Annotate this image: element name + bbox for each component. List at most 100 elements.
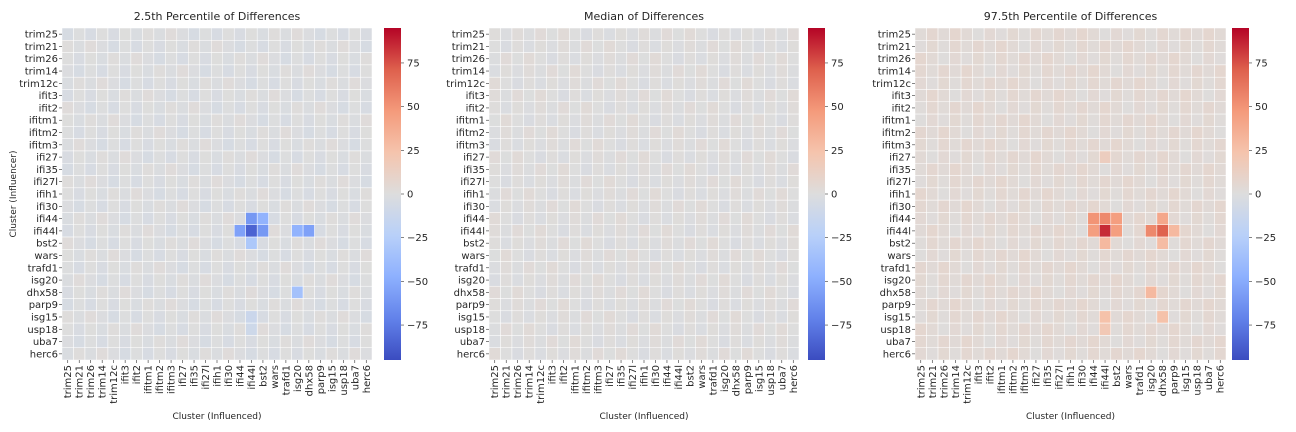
heatmap-cell [1029, 212, 1042, 225]
heatmap-cell [96, 310, 109, 324]
heatmap-cell [557, 335, 570, 348]
heatmap-cell [949, 347, 962, 361]
heatmap-cell [649, 322, 662, 336]
heatmap-cell [592, 150, 605, 164]
heatmap-cell [500, 138, 513, 152]
heatmap-cell [683, 236, 696, 250]
heatmap-cell [176, 89, 189, 103]
heatmap-cell [1052, 249, 1065, 262]
heatmap-cell [1122, 236, 1135, 250]
heatmap-cell [360, 138, 373, 152]
heatmap-cell [291, 101, 304, 115]
chart-title: Median of Differences [584, 10, 704, 23]
heatmap-cell [914, 138, 927, 152]
heatmap-cell [1191, 113, 1204, 127]
heatmap-cell [775, 212, 788, 225]
heatmap-cell [695, 285, 708, 299]
heatmap-cell [683, 89, 696, 103]
heatmap-cell [268, 76, 281, 90]
heatmap-cell [1133, 261, 1146, 275]
heatmap-cell [752, 187, 765, 201]
heatmap-cell [1076, 64, 1089, 78]
heatmap-cell [787, 76, 800, 90]
heatmap-cell [142, 76, 155, 90]
x-tick-label: isg15 [754, 365, 765, 392]
x-tick-label: isg15 [327, 365, 338, 392]
heatmap-cell [1122, 298, 1135, 312]
heatmap-cell [1099, 52, 1112, 66]
colorbar-tick-label: −25 [1255, 233, 1276, 244]
heatmap-cell [960, 273, 973, 287]
heatmap-cell [73, 40, 86, 53]
heatmap-cell [96, 89, 109, 103]
heatmap-cell [638, 335, 650, 348]
heatmap-cell [580, 187, 593, 201]
heatmap-cell [302, 236, 315, 250]
heatmap-cell [937, 40, 950, 53]
heatmap-cell [926, 126, 939, 139]
heatmap-cell [1145, 187, 1158, 201]
x-tick-label: trim25 [63, 365, 74, 398]
heatmap-cell [569, 40, 582, 53]
heatmap-cell [1145, 27, 1158, 41]
heatmap-cell [337, 236, 350, 250]
heatmap-cell [615, 101, 628, 115]
heatmap-cell [672, 113, 685, 127]
heatmap-cell [764, 273, 777, 287]
heatmap-cell [592, 89, 605, 103]
heatmap-cell [1052, 347, 1065, 361]
heatmap-cell [1202, 89, 1215, 103]
heatmap-cell [256, 27, 269, 41]
heatmap-cell [569, 249, 582, 262]
heatmap-cell [1076, 335, 1089, 348]
heatmap-cell [706, 138, 719, 152]
heatmap-cell [764, 298, 777, 312]
heatmap-cell [626, 224, 639, 238]
heatmap-cell [291, 273, 304, 287]
heatmap-cell [1018, 138, 1031, 152]
heatmap-cell [1029, 126, 1042, 139]
heatmap-cell [325, 163, 338, 176]
heatmap-cell [695, 199, 708, 213]
heatmap-cell [1076, 273, 1089, 287]
heatmap-cell [557, 285, 570, 299]
heatmap-cell [1099, 310, 1112, 324]
heatmap-cell [1133, 76, 1146, 90]
y-tick-label: ifi27l [460, 177, 485, 188]
heatmap-cell [256, 138, 269, 152]
heatmap-cell [718, 347, 731, 361]
heatmap-cell [142, 113, 155, 127]
heatmap-cell [615, 322, 628, 336]
heatmap-cell [199, 150, 212, 164]
heatmap-cell [1052, 236, 1065, 250]
heatmap-cell [302, 249, 315, 262]
heatmap-cell [960, 236, 973, 250]
heatmap-cell [153, 40, 166, 53]
x-tick-label: isg20 [720, 365, 731, 392]
heatmap-cell [245, 335, 258, 348]
heatmap-cell [546, 347, 559, 361]
heatmap-cell [1191, 175, 1204, 189]
heatmap-cell [638, 138, 650, 152]
heatmap-cell [983, 224, 996, 238]
heatmap-cell [291, 163, 304, 176]
heatmap-cell [268, 89, 281, 103]
heatmap-cell [592, 310, 605, 324]
heatmap-cell [1041, 175, 1054, 189]
heatmap-cell [1041, 138, 1054, 152]
heatmap-cell [706, 27, 719, 41]
heatmap-cell [279, 199, 292, 213]
heatmap-cell [1214, 150, 1227, 164]
heatmap-cell [569, 347, 582, 361]
y-tick-label: trim21 [452, 42, 485, 53]
heatmap-cell [142, 101, 155, 115]
heatmap-cell [233, 64, 246, 78]
heatmap-cell [1179, 212, 1192, 225]
heatmap-cell [983, 175, 996, 189]
heatmap-cell [729, 76, 742, 90]
heatmap-cell [672, 187, 685, 201]
heatmap-cell [302, 89, 315, 103]
heatmap-cell [1052, 212, 1065, 225]
heatmap-cell [672, 249, 685, 262]
heatmap-cell [695, 187, 708, 201]
